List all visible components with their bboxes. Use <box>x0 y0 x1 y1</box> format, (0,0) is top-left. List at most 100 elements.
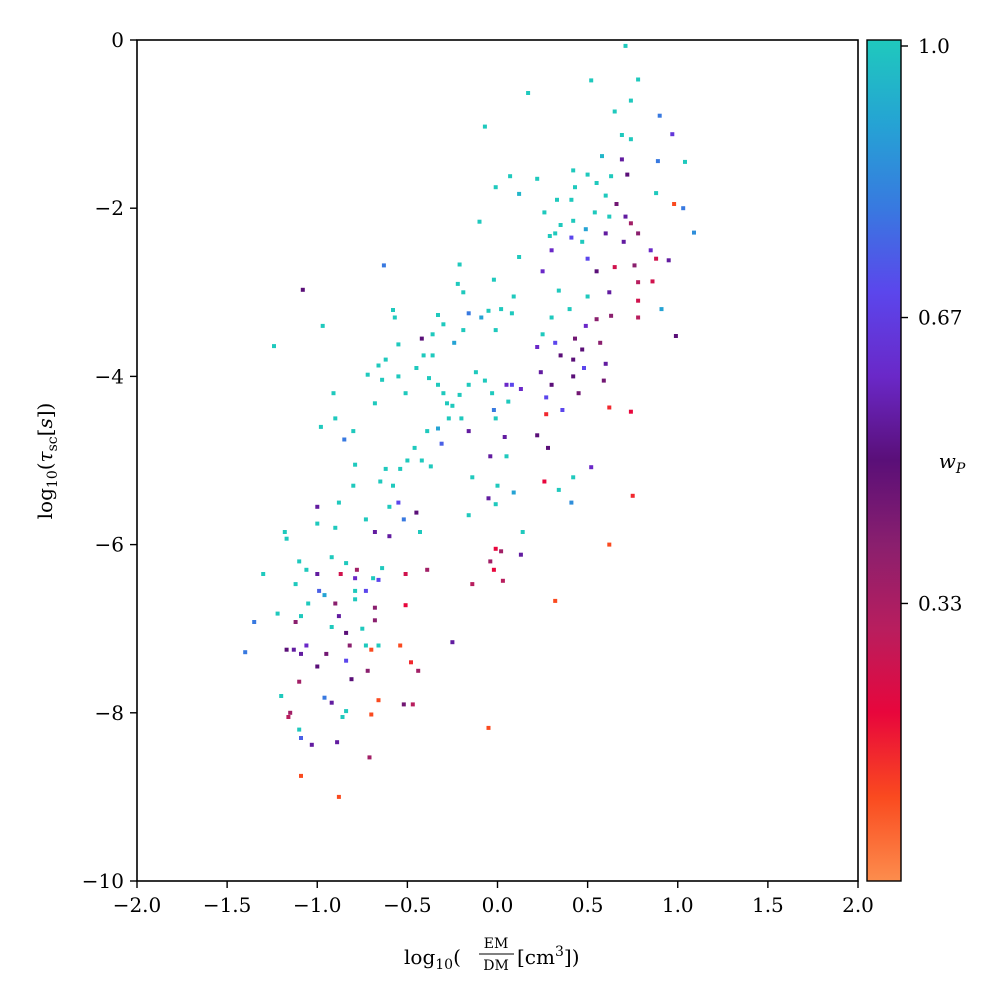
data-point <box>592 210 597 215</box>
data-point <box>636 315 641 320</box>
data-point <box>517 255 522 259</box>
data-point <box>333 601 338 606</box>
data-point <box>436 426 440 431</box>
data-point <box>344 709 349 714</box>
colorbar-ticks: 1.0 0.67 0.33 <box>901 34 963 615</box>
data-point <box>436 382 440 387</box>
data-point <box>488 454 493 459</box>
plot-area <box>137 40 858 881</box>
data-point <box>299 773 303 778</box>
data-point <box>672 202 677 206</box>
data-point <box>571 475 576 480</box>
data-point <box>628 98 633 103</box>
data-point <box>304 643 309 648</box>
data-point <box>338 572 343 576</box>
data-point <box>517 191 522 196</box>
data-point <box>293 620 298 624</box>
data-point <box>324 651 329 656</box>
data-point <box>547 234 552 238</box>
data-point <box>576 391 581 396</box>
data-point <box>455 281 460 286</box>
data-point <box>607 214 612 219</box>
data-point <box>571 357 576 362</box>
data-point <box>493 185 498 190</box>
data-point <box>376 643 381 648</box>
data-point <box>470 582 475 587</box>
svg-text:[cm3]): [cm3]) <box>517 944 580 969</box>
data-point <box>376 363 381 368</box>
data-point <box>369 647 374 652</box>
data-point <box>383 466 388 471</box>
data-point <box>450 403 455 408</box>
data-point <box>603 193 608 198</box>
data-point <box>506 399 511 404</box>
colorbar-label: wP <box>939 449 966 477</box>
data-point <box>427 376 431 381</box>
data-point <box>380 566 385 571</box>
data-point <box>299 736 303 740</box>
x-tick-label: −2.0 <box>113 893 162 917</box>
data-point <box>329 625 334 629</box>
data-point <box>607 290 612 295</box>
data-point <box>419 336 424 341</box>
data-point <box>293 582 298 587</box>
x-tick-label: 0.5 <box>572 893 604 917</box>
x-tick-label: −1.0 <box>293 893 342 917</box>
data-point <box>351 483 356 488</box>
x-tick-label: −0.5 <box>383 893 432 917</box>
data-point <box>470 475 475 480</box>
svg-text:log10(: log10( <box>404 945 461 973</box>
data-point <box>569 235 574 240</box>
data-point <box>336 614 341 619</box>
data-point <box>546 445 550 450</box>
data-point <box>636 280 641 285</box>
data-point <box>304 567 309 572</box>
y-tick-label: −2 <box>95 196 124 220</box>
data-point <box>628 221 633 226</box>
data-point <box>315 504 320 509</box>
data-point <box>299 651 303 656</box>
data-point <box>628 409 633 414</box>
data-point <box>544 412 549 417</box>
data-point <box>636 298 641 303</box>
data-point <box>582 366 586 370</box>
data-point <box>363 588 368 593</box>
data-point <box>412 445 417 450</box>
data-point <box>670 132 675 137</box>
data-point <box>450 640 455 645</box>
data-point <box>461 328 466 333</box>
data-point <box>418 530 422 534</box>
data-point <box>344 630 349 635</box>
data-point <box>457 392 462 397</box>
svg-text:EM: EM <box>484 936 509 952</box>
data-point <box>392 315 397 320</box>
data-point <box>673 334 678 338</box>
data-point <box>428 464 433 469</box>
data-point <box>378 479 383 484</box>
data-point <box>282 530 287 534</box>
y-tick-label: −8 <box>95 701 124 725</box>
y-tick-label: −6 <box>95 533 124 557</box>
data-point <box>344 658 349 663</box>
data-point <box>410 702 415 707</box>
data-point <box>636 231 641 236</box>
data-point <box>573 336 577 341</box>
data-point <box>333 416 338 421</box>
svg-text:DM: DM <box>483 958 509 974</box>
data-point <box>491 408 496 412</box>
data-point <box>556 288 561 293</box>
data-point <box>526 91 531 95</box>
data-point <box>621 239 626 244</box>
data-point <box>655 159 660 164</box>
data-point <box>457 262 462 267</box>
data-point <box>353 576 358 581</box>
data-point <box>403 603 408 608</box>
data-point <box>556 487 561 492</box>
data-point <box>625 172 630 177</box>
x-axis-label: log10( EM DM [cm3]) <box>404 936 580 974</box>
data-point <box>650 279 655 284</box>
data-point <box>666 258 671 263</box>
data-point <box>376 577 381 582</box>
x-tick-label: 0.0 <box>482 893 514 917</box>
data-point <box>612 109 617 114</box>
